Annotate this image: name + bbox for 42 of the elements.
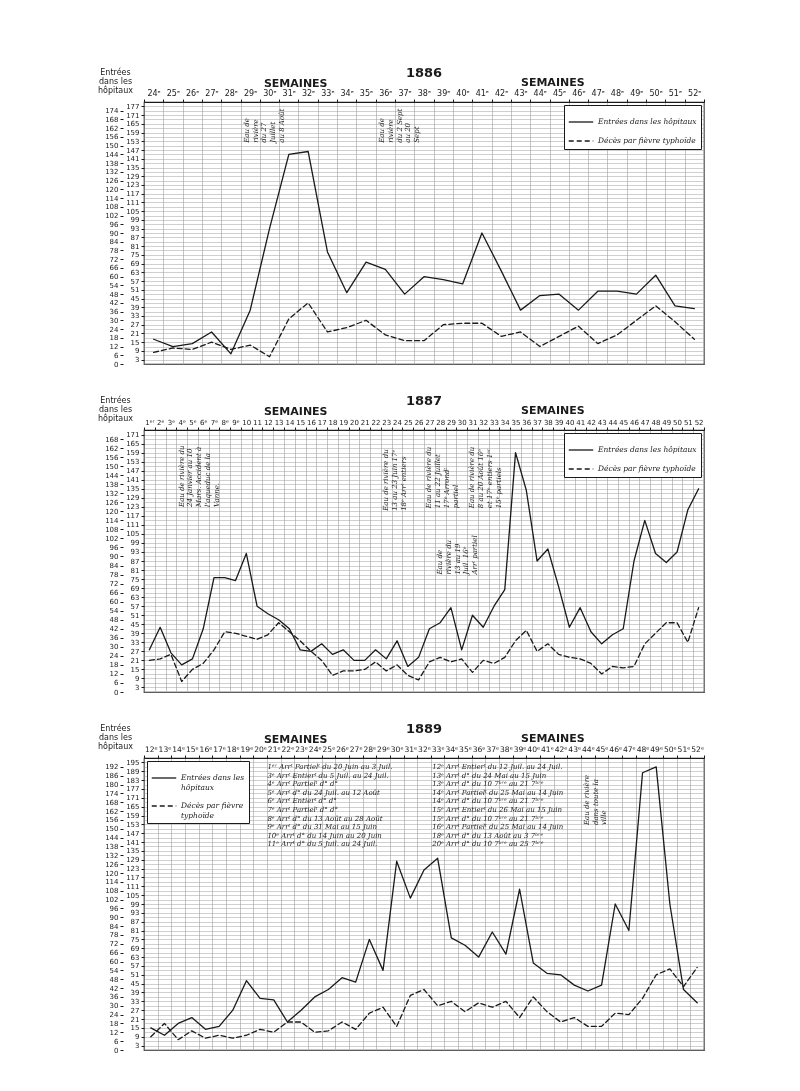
line-series bbox=[153, 150, 695, 355]
x-tick-label: 26ᵉ bbox=[186, 88, 200, 98]
x-tick-label: 25ᵉ bbox=[166, 88, 181, 98]
x-tick-label: 51ᵉ bbox=[668, 88, 683, 98]
x-tick-label: 34ᵉ bbox=[340, 88, 355, 98]
x-tick-label: 41ᵉ bbox=[475, 88, 490, 98]
text: SEMAINES bbox=[520, 404, 585, 417]
x-tick-label: 30ᵉ bbox=[263, 88, 277, 98]
x-axis-title: SEMAINES bbox=[263, 76, 328, 90]
x-tick-label: 48ᵉ bbox=[610, 88, 625, 98]
text: SEMAINES bbox=[520, 76, 585, 89]
x-tick-label: 33ᵉ bbox=[321, 88, 335, 98]
x-tick-label: 47ᵉ bbox=[591, 88, 606, 98]
x-axis-title: SEMAINES bbox=[263, 732, 328, 746]
chart-title: 1889 bbox=[405, 721, 443, 736]
x-tick-label: 40ᵉ bbox=[456, 88, 470, 98]
x-tick-label: 24ᵉ bbox=[147, 88, 161, 98]
x-tick-label: 31ᵉ bbox=[282, 88, 297, 98]
x-tick-label: 27ᵉ bbox=[205, 88, 219, 98]
y-axis-title: Entrées dans les hôpitaux bbox=[97, 66, 134, 95]
x-tick-label: 29ᵉ bbox=[243, 88, 258, 98]
x-tick-label: 45ᵉ bbox=[552, 88, 567, 98]
x-tick-label: 49ᵉ bbox=[630, 88, 644, 98]
chart-title: 1886 bbox=[405, 65, 443, 80]
x-tick-label: 38ᵉ bbox=[417, 88, 432, 98]
text: SEMAINES bbox=[520, 732, 585, 745]
x-tick-label: 42ᵉ bbox=[494, 88, 509, 98]
x-axis-title: SEMAINES bbox=[263, 404, 328, 418]
x-tick-label: 36ᵉ bbox=[379, 88, 393, 98]
chart-title: 1887 bbox=[405, 393, 443, 408]
y-axis-title: Entrées dans les hôpitaux bbox=[97, 394, 134, 423]
x-tick-label: 43ᵉ bbox=[514, 88, 528, 98]
x-tick-label: 28ᵉ bbox=[224, 88, 239, 98]
y-axis-title: Entrées dans les hôpitaux bbox=[97, 722, 134, 751]
x-tick-label: 50ᵉ bbox=[649, 88, 663, 98]
x-tick-label: 52ᵉ bbox=[688, 88, 702, 98]
x-tick-label: 37ᵉ bbox=[398, 88, 412, 98]
x-tick-label: 44ᵉ bbox=[533, 88, 548, 98]
x-tick-label: 32ᵉ bbox=[301, 88, 316, 98]
x-tick-label: 35ᵉ bbox=[359, 88, 374, 98]
x-tick-label: 39ᵉ bbox=[437, 88, 451, 98]
x-tick-label: 46ᵉ bbox=[572, 88, 586, 98]
